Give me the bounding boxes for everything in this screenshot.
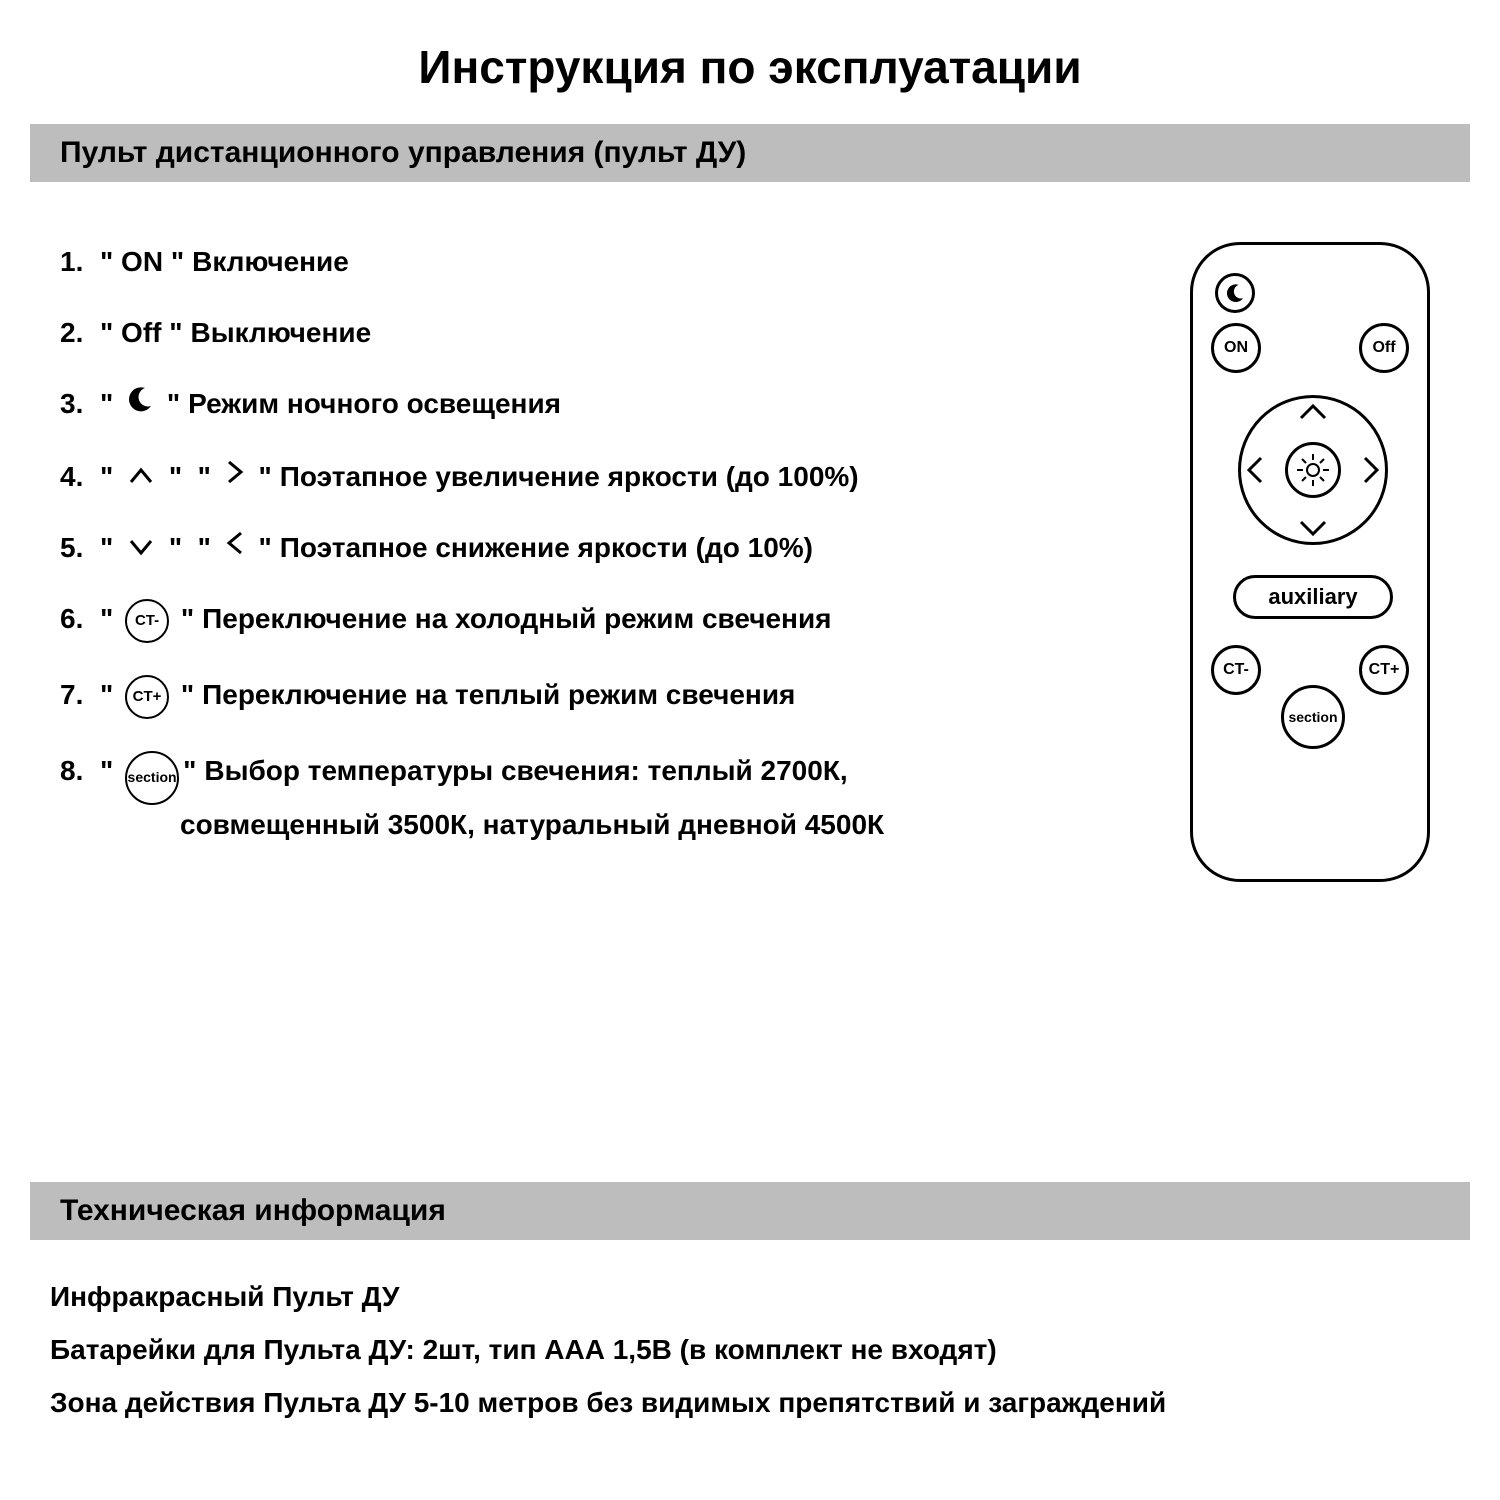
remote-section-button: section [1281,685,1345,749]
item-label-suffix: " [173,599,194,638]
remote-ct-plus-button: CT+ [1359,645,1409,695]
tech-line-1: Инфракрасный Пульт ДУ [50,1270,1450,1323]
item-text: Выключение [191,313,372,352]
instruction-3: 3. " " Режим ночного освещения [60,384,1150,424]
item-label-mid: " " [161,457,219,496]
instruction-6: 6. " CT- " Переключение на холодный режи… [60,599,1150,643]
item-label-prefix: " [100,599,121,638]
item-label-suffix: " [251,457,272,496]
item-text: Поэтапное увеличение яркости (до 100%) [280,457,859,496]
item-number: 7. [60,675,100,714]
item-label-prefix: " [100,675,121,714]
item-label-prefix: " [100,384,121,423]
item-text: Включение [192,242,349,281]
item-text: Выбор температуры свечения: теплый 2700К… [204,751,847,790]
item-number: 1. [60,242,100,281]
item-text: Переключение на теплый режим свечения [202,675,795,714]
section-remote-header: Пульт дистанционного управления (пульт Д… [30,124,1470,182]
item-label-suffix: " [251,528,272,567]
moon-icon [125,384,155,424]
chevron-left-icon [225,528,245,567]
page-title: Инструкция по эксплуатации [0,0,1500,124]
instructions-list: 1. " ON " Включение 2. " Off " Выключени… [60,242,1150,882]
tech-section: Техническая информация Инфракрасный Пуль… [0,1182,1500,1460]
chevron-down-icon [127,528,155,567]
instruction-8: 8. " section " Выбор температуры свечени… [60,751,1150,805]
item-number: 2. [60,313,100,352]
section-button-icon: section [125,751,179,805]
instruction-7: 7. " CT+ " Переключение на теплый режим … [60,675,1150,719]
item-text: Поэтапное снижение яркости (до 10%) [280,528,813,567]
item-label-suffix: " [173,675,194,714]
item-label-suffix: " [159,384,180,423]
item-label-mid: " " [161,528,219,567]
item-label-suffix: " [183,751,196,790]
instruction-8-line2: совмещенный 3500К, натуральный дневной 4… [60,809,1150,841]
item-label-prefix: " [100,528,121,567]
chevron-up-icon [127,457,155,496]
ct-minus-button-icon: CT- [125,599,169,643]
item-text: Режим ночного освещения [188,384,561,423]
remote-diagram: ON Off [1190,242,1430,882]
item-label: " Off " [100,313,183,352]
item-number: 3. [60,384,100,423]
tech-line-2: Батарейки для Пульта ДУ: 2шт, тип ААА 1,… [50,1323,1450,1376]
instruction-1: 1. " ON " Включение [60,242,1150,281]
item-label-prefix: " [100,457,121,496]
chevron-right-icon [225,457,245,496]
remote-center-button [1285,442,1341,498]
remote-ct-minus-button: CT- [1211,645,1261,695]
tech-body: Инфракрасный Пульт ДУ Батарейки для Пуль… [0,1240,1500,1460]
instruction-2: 2. " Off " Выключение [60,313,1150,352]
tech-line-3: Зона действия Пульта ДУ 5-10 метров без … [50,1376,1450,1429]
item-number: 8. [60,751,100,790]
remote-on-button: ON [1211,323,1261,373]
instruction-5: 5. " " " " Поэтапное снижение яркости (д… [60,528,1150,567]
instruction-4: 4. " " " " Поэтапное увеличение яркости … [60,457,1150,496]
remote-off-button: Off [1359,323,1409,373]
item-label-prefix: " [100,751,121,790]
remote-auxiliary-button: auxiliary [1233,575,1393,619]
item-number: 6. [60,599,100,638]
item-number: 4. [60,457,100,496]
remote-dpad [1238,395,1388,545]
ct-plus-button-icon: CT+ [125,675,169,719]
item-number: 5. [60,528,100,567]
remote-moon-button [1215,273,1255,313]
item-label: " ON " [100,242,184,281]
content-row: 1. " ON " Включение 2. " Off " Выключени… [0,182,1500,882]
section-tech-header: Техническая информация [30,1182,1470,1240]
item-text: Переключение на холодный режим свечения [202,599,831,638]
